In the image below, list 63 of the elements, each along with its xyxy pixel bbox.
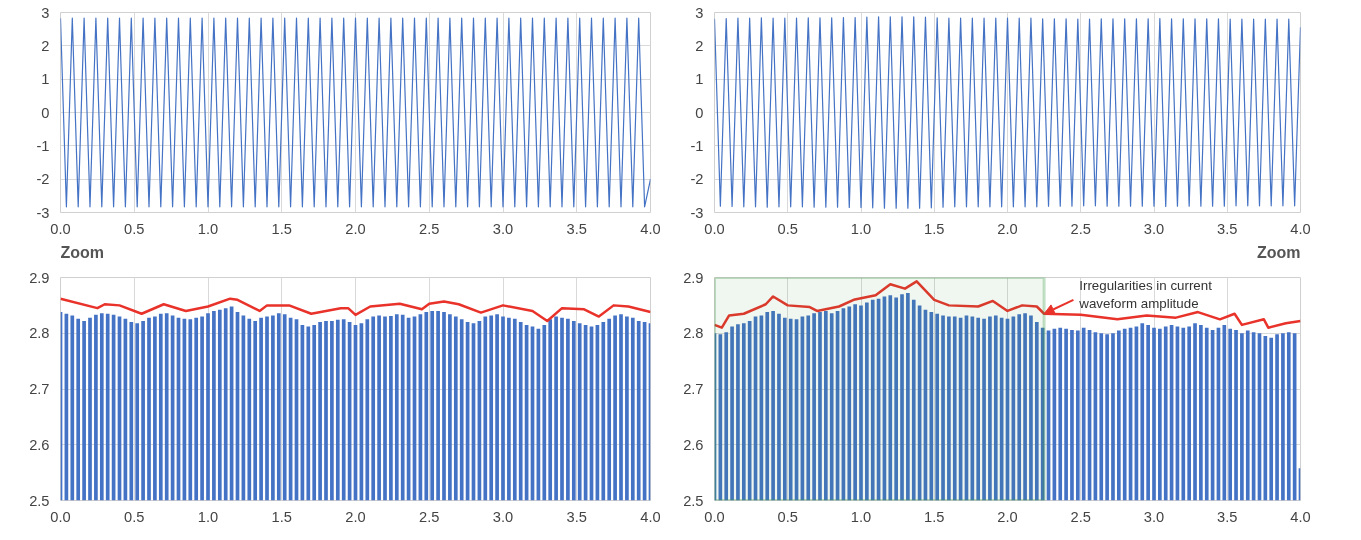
x-tick-label: 1.5 [271, 220, 292, 237]
y-tick-label: 2.5 [683, 492, 704, 509]
y-tick-label: -3 [690, 204, 704, 221]
y-tick-label: 2.9 [683, 269, 704, 286]
x-tick-label: 2.0 [345, 220, 366, 237]
x-tick-label: 3.5 [566, 508, 587, 525]
x-tick-label: 0.0 [704, 220, 725, 237]
x-tick-label: 3.5 [1217, 220, 1238, 237]
x-tick-label: 4.0 [640, 220, 661, 237]
text: Zoom [1256, 243, 1301, 261]
y-tick-label: -3 [36, 204, 50, 221]
x-tick-label: 1.0 [850, 508, 872, 525]
y-tick-label: 2 [695, 37, 704, 54]
y-tick-label: 3 [695, 4, 704, 21]
x-tick-label: 3.0 [492, 508, 514, 525]
x-tick-label: 1.5 [924, 220, 945, 237]
x-tick-label: 0.0 [704, 508, 725, 525]
x-tick-label: 2.0 [997, 508, 1018, 525]
annotation: Irregularities in current waveform amplitude [1078, 277, 1213, 311]
x-tick-label: 2.0 [997, 220, 1018, 237]
x-tick-label: 1.0 [850, 220, 872, 237]
x-tick-label: 2.5 [1070, 508, 1091, 525]
x-tick-label: 1.0 [197, 508, 219, 525]
x-tick-label: 3.5 [1217, 508, 1238, 525]
x-tick-label: 3.5 [566, 220, 587, 237]
x-tick-label: 4.0 [640, 508, 661, 525]
x-tick-label: 0.5 [124, 220, 145, 237]
y-tick-label: -2 [36, 171, 50, 188]
y-tick-label: 0 [695, 104, 704, 121]
y-tick-label: 3 [41, 4, 50, 21]
x-tick-label: 1.5 [271, 508, 292, 525]
y-tick-label: 2.6 [683, 436, 704, 453]
text: Zoom [60, 243, 105, 261]
x-tick-label: 2.5 [419, 220, 440, 237]
y-tick-label: 2.5 [29, 492, 50, 509]
x-tick-label: 0.0 [50, 220, 71, 237]
x-tick-label: 2.5 [1070, 220, 1091, 237]
y-tick-label: -2 [690, 171, 704, 188]
y-tick-label: 2.7 [683, 381, 704, 397]
y-tick-label: 1 [41, 71, 50, 88]
y-tick-label: 1 [695, 71, 704, 88]
y-tick-label: 2.8 [29, 325, 50, 342]
x-tick-label: 0.5 [777, 508, 798, 525]
x-tick-label: 2.5 [419, 508, 440, 525]
x-tick-label: 1.0 [197, 220, 219, 237]
y-tick-label: 2 [41, 37, 50, 54]
y-tick-label: 2.7 [29, 381, 50, 397]
x-tick-label: 0.0 [50, 508, 71, 525]
x-tick-label: 2.0 [345, 508, 366, 525]
y-tick-label: 2.6 [29, 436, 50, 453]
y-tick-label: 2.8 [683, 325, 704, 342]
x-tick-label: 3.0 [1143, 220, 1165, 237]
x-tick-label: 3.0 [492, 220, 514, 237]
x-tick-label: 0.5 [777, 220, 798, 237]
y-tick-label: 2.9 [29, 269, 50, 286]
y-tick-label: -1 [690, 137, 704, 154]
y-tick-label: 0 [41, 104, 50, 121]
x-tick-label: 0.5 [124, 508, 145, 525]
x-tick-label: 3.0 [1143, 508, 1165, 525]
x-tick-label: 4.0 [1290, 508, 1311, 525]
y-tick-label: -1 [36, 137, 50, 154]
x-tick-label: 4.0 [1290, 220, 1311, 237]
x-tick-label: 1.5 [924, 508, 945, 525]
